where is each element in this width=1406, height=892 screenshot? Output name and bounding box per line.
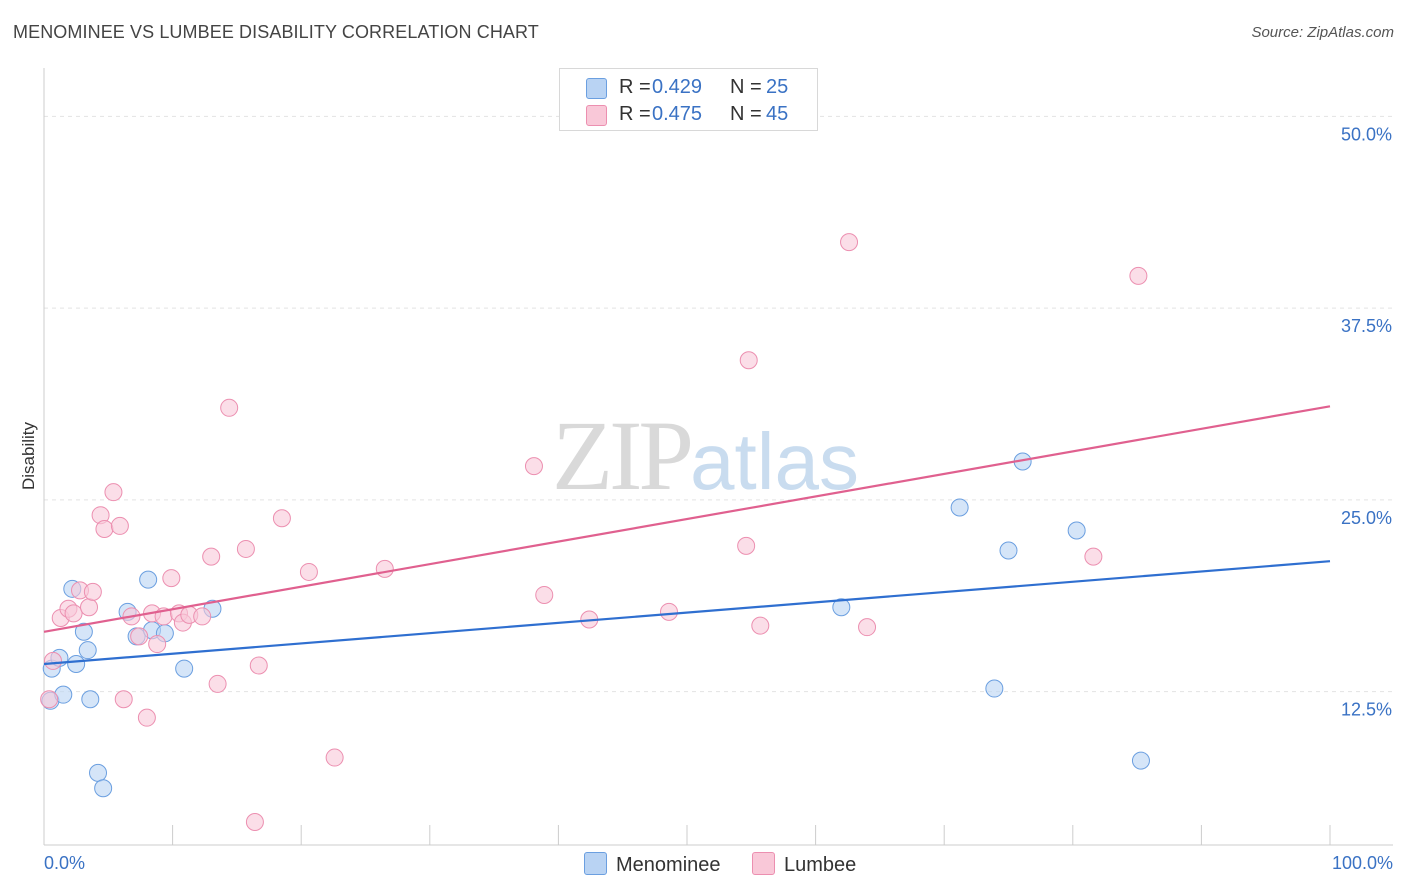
point-lumbee xyxy=(83,582,102,601)
point-menominee xyxy=(985,679,1004,698)
watermark: ZIPatlas xyxy=(552,398,859,513)
legend-r-value: 0.429 xyxy=(652,76,703,98)
point-menominee xyxy=(1131,751,1150,770)
series-label-lumbee: Lumbee xyxy=(784,854,857,876)
y-tick-labels: 12.5% 25.0% 37.5% 50.0% xyxy=(1341,124,1392,719)
point-lumbee xyxy=(130,627,149,646)
point-lumbee xyxy=(162,569,181,588)
chart-title: MENOMINEE VS LUMBEE DISABILITY CORRELATI… xyxy=(13,22,539,42)
point-lumbee xyxy=(44,651,63,670)
point-lumbee xyxy=(524,457,543,476)
point-lumbee xyxy=(858,618,877,637)
data-points xyxy=(40,233,1150,831)
point-menominee xyxy=(81,690,100,709)
point-menominee xyxy=(999,541,1018,560)
trend-line-lumbee xyxy=(43,405,1331,633)
point-lumbee xyxy=(80,598,99,617)
trend-line-menominee xyxy=(43,560,1331,666)
axes xyxy=(43,68,1393,846)
y-tick-label: 50.0% xyxy=(1341,124,1392,144)
x-tick-label: 0.0% xyxy=(44,853,85,873)
legend-r-label: R = xyxy=(619,76,651,98)
point-menominee xyxy=(950,498,969,517)
legend-r-label: R = xyxy=(619,103,651,125)
series-legend-lumbee[interactable]: Lumbee xyxy=(752,852,856,877)
point-lumbee xyxy=(110,516,129,535)
legend-swatch-lumbee xyxy=(586,105,607,126)
point-menominee xyxy=(74,622,93,641)
point-lumbee xyxy=(208,674,227,693)
point-lumbee xyxy=(272,509,291,528)
point-lumbee xyxy=(737,536,756,555)
point-menominee xyxy=(94,779,113,798)
legend-n-value: 25 xyxy=(766,76,789,98)
point-lumbee xyxy=(137,708,156,727)
trend-lines xyxy=(43,405,1331,666)
point-lumbee xyxy=(220,398,239,417)
point-lumbee xyxy=(751,616,770,635)
point-lumbee xyxy=(535,585,554,604)
point-menominee xyxy=(139,570,158,589)
legend-n-value: 45 xyxy=(766,103,789,125)
watermark-zip: ZIP xyxy=(552,400,694,511)
x-tick-label: 100.0% xyxy=(1332,853,1393,873)
point-lumbee xyxy=(375,559,394,578)
point-lumbee xyxy=(659,602,678,621)
chart-source: Source: ZipAtlas.com xyxy=(1251,24,1394,41)
watermark-atlas: atlas xyxy=(690,417,859,506)
correlation-legend: R = 0.429 N = 25 R = 0.475 N = 45 xyxy=(559,68,818,131)
point-lumbee xyxy=(236,539,255,558)
point-lumbee xyxy=(299,562,318,581)
y-tick-label: 37.5% xyxy=(1341,316,1392,336)
point-lumbee xyxy=(249,656,268,675)
x-tick-labels: 0.0% 100.0% xyxy=(44,853,1393,873)
point-lumbee xyxy=(840,233,859,252)
point-lumbee xyxy=(202,547,221,566)
point-menominee xyxy=(89,763,108,782)
legend-swatch-menominee xyxy=(586,78,607,99)
point-menominee xyxy=(78,641,97,660)
point-lumbee xyxy=(1129,266,1148,285)
point-lumbee xyxy=(40,690,59,709)
point-lumbee xyxy=(325,748,344,767)
series-swatch-lumbee xyxy=(752,852,775,875)
point-lumbee xyxy=(245,812,264,831)
legend-n-label: N = xyxy=(730,76,762,98)
point-menominee xyxy=(1067,521,1086,540)
point-menominee xyxy=(67,654,86,673)
point-lumbee xyxy=(148,635,167,654)
gridlines xyxy=(44,115,1393,693)
legend-r-value: 0.475 xyxy=(652,103,703,125)
point-lumbee xyxy=(739,351,758,370)
y-tick-label: 25.0% xyxy=(1341,508,1392,528)
point-lumbee xyxy=(1084,547,1103,566)
point-menominee xyxy=(175,659,194,678)
point-lumbee xyxy=(104,483,123,502)
point-lumbee xyxy=(193,607,212,626)
point-lumbee xyxy=(114,690,133,709)
series-swatch-menominee xyxy=(584,852,607,875)
point-lumbee xyxy=(64,604,83,623)
point-lumbee xyxy=(95,519,114,538)
y-tick-label: 12.5% xyxy=(1341,700,1392,720)
point-menominee xyxy=(832,598,851,617)
legend-n-label: N = xyxy=(730,103,762,125)
series-label-menominee: Menominee xyxy=(616,854,721,876)
y-axis-title: Disability xyxy=(19,421,38,490)
series-legend-menominee[interactable]: Menominee xyxy=(584,852,721,877)
